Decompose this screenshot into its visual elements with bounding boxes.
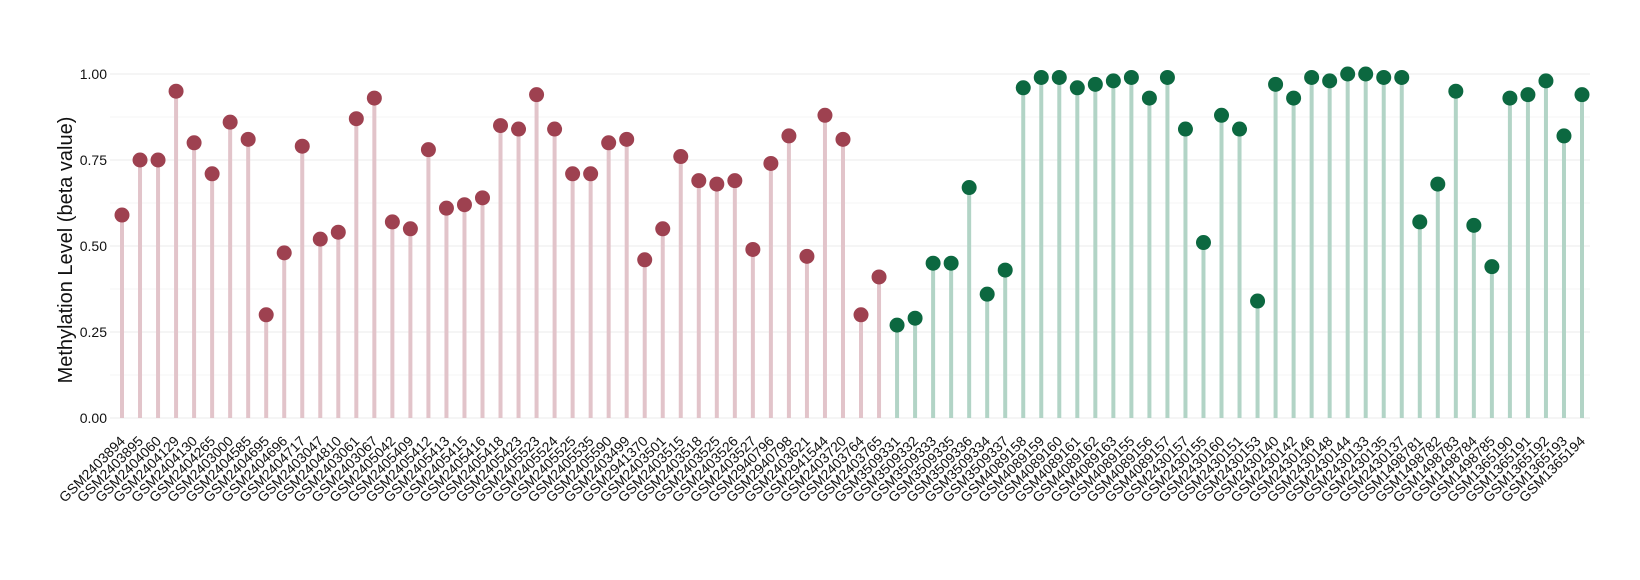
lollipop-point — [1141, 90, 1157, 106]
lollipop-point — [1502, 90, 1518, 106]
lollipop-point — [204, 166, 220, 182]
lollipop-point — [1448, 83, 1464, 99]
y-axis-title: Methylation Level (beta value) — [55, 117, 77, 384]
lollipop-point — [583, 166, 599, 182]
lollipop-point — [763, 155, 779, 171]
lollipop-point — [1051, 69, 1067, 85]
lollipop-point — [997, 262, 1013, 278]
y-tick-label: 0.25 — [80, 324, 107, 340]
lollipop-point — [276, 245, 292, 261]
lollipop-point — [1412, 214, 1428, 230]
lollipop-point — [799, 248, 815, 264]
lollipop-point — [1015, 80, 1031, 96]
lollipop-point — [186, 135, 202, 151]
lollipop-point — [456, 197, 472, 213]
lollipop-point — [402, 221, 418, 237]
lollipop-point — [1430, 176, 1446, 192]
lollipop-point — [1556, 128, 1572, 144]
lollipop-point — [1484, 259, 1500, 275]
lollipop-point — [222, 114, 238, 130]
lollipop-point — [312, 231, 328, 247]
lollipop-point — [817, 107, 833, 123]
lollipop-point — [619, 131, 635, 147]
lollipop-point — [1358, 66, 1374, 82]
lollipop-stems — [120, 74, 1584, 418]
lollipop-point — [1340, 66, 1356, 82]
y-tick-label: 0.50 — [80, 238, 107, 254]
lollipop-point — [1195, 235, 1211, 251]
lollipop-point — [330, 224, 346, 240]
lollipop-point — [1268, 76, 1284, 92]
lollipop-point — [384, 214, 400, 230]
lollipop-point — [853, 307, 869, 323]
lollipop-point — [691, 173, 707, 189]
lollipop-point — [1376, 69, 1392, 85]
lollipop-point — [420, 142, 436, 158]
lollipop-point — [673, 149, 689, 165]
lollipop-point — [871, 269, 887, 285]
y-tick-label: 0.75 — [80, 152, 107, 168]
lollipop-point — [1087, 76, 1103, 92]
lollipop-point — [547, 121, 563, 137]
lollipop-point — [1286, 90, 1302, 106]
lollipop-point — [1394, 69, 1410, 85]
lollipop-point — [889, 317, 905, 333]
lollipop-point — [709, 176, 725, 192]
lollipop-point — [727, 173, 743, 189]
y-tick-label: 0.00 — [80, 410, 107, 426]
lollipop-point — [529, 87, 545, 103]
lollipop-point — [493, 118, 509, 134]
lollipop-point — [1466, 217, 1482, 233]
lollipop-point — [438, 200, 454, 216]
lollipop-point — [511, 121, 527, 137]
grid-lines — [110, 73, 1590, 419]
y-axis-ticks: 0.00 0.25 0.50 0.75 1.00 — [80, 66, 107, 426]
lollipop-point — [637, 252, 653, 268]
lollipop-point — [258, 307, 274, 323]
lollipop-point — [294, 138, 310, 154]
x-axis-ticks: GSM2403894GSM2403895GSM2404060GSM2404129… — [56, 433, 1589, 506]
lollipop-point — [114, 207, 130, 223]
lollipop-point — [943, 255, 959, 271]
lollipop-point — [1520, 87, 1536, 103]
lollipop-point — [240, 131, 256, 147]
lollipop-point — [1322, 73, 1338, 89]
lollipop-point — [961, 180, 977, 196]
lollipop-point — [835, 131, 851, 147]
lollipop-point — [1177, 121, 1193, 137]
lollipop-point — [655, 221, 671, 237]
lollipop-point — [979, 286, 995, 302]
lollipop-point — [781, 128, 797, 144]
lollipop-points — [114, 66, 1590, 333]
lollipop-point — [150, 152, 166, 168]
lollipop-point — [132, 152, 148, 168]
lollipop-point — [1033, 69, 1049, 85]
lollipop-point — [1250, 293, 1266, 309]
lollipop-point — [745, 241, 761, 257]
lollipop-point — [1214, 107, 1230, 123]
lollipop-point — [1232, 121, 1248, 137]
lollipop-point — [565, 166, 581, 182]
lollipop-point — [1574, 87, 1590, 103]
lollipop-point — [366, 90, 382, 106]
lollipop-point — [601, 135, 617, 151]
lollipop-point — [1123, 69, 1139, 85]
lollipop-point — [1105, 73, 1121, 89]
lollipop-point — [1538, 73, 1554, 89]
lollipop-point — [1159, 69, 1175, 85]
lollipop-point — [1304, 69, 1320, 85]
lollipop-point — [907, 310, 923, 326]
lollipop-point — [168, 83, 184, 99]
y-tick-label: 1.00 — [80, 66, 107, 82]
lollipop-point — [1069, 80, 1085, 96]
lollipop-point — [925, 255, 941, 271]
lollipop-point — [348, 111, 364, 127]
lollipop-point — [474, 190, 490, 206]
